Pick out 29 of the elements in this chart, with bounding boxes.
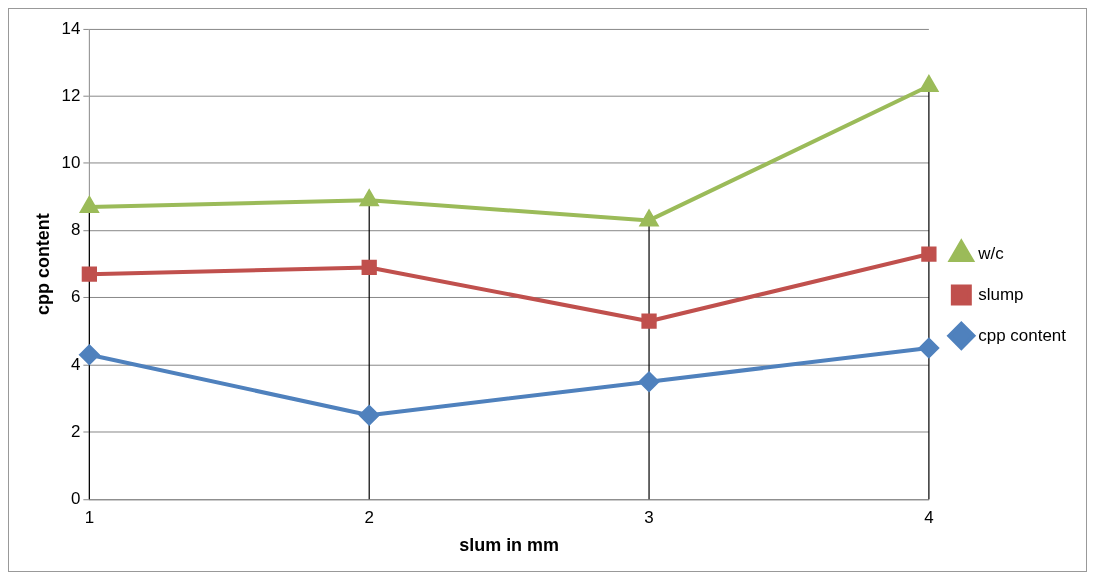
point bbox=[640, 210, 658, 227]
point bbox=[360, 190, 379, 207]
point bbox=[361, 259, 377, 276]
y-tick-label: 4 bbox=[70, 354, 81, 374]
point bbox=[641, 313, 657, 329]
point bbox=[81, 266, 98, 282]
y-tick-label: 0 bbox=[70, 488, 81, 508]
x-tick-label: 4 bbox=[924, 508, 934, 528]
point bbox=[79, 344, 100, 365]
y-tick-label: 10 bbox=[61, 152, 81, 172]
legend-label: slump bbox=[978, 284, 1024, 304]
y-tick-label: 2 bbox=[70, 421, 81, 441]
x-tick-label: 1 bbox=[84, 508, 95, 528]
point bbox=[918, 338, 939, 359]
x-tick-label: 3 bbox=[644, 508, 654, 528]
point bbox=[80, 197, 99, 213]
y-tick-label: 12 bbox=[61, 85, 81, 105]
x-tick-label: 2 bbox=[364, 508, 374, 528]
y-tick-label: 6 bbox=[70, 287, 81, 307]
legend-label: w/c bbox=[977, 243, 1005, 263]
point bbox=[921, 246, 937, 262]
x-axis-title: slum in mm bbox=[459, 535, 560, 556]
y-axis-title: cpp content bbox=[32, 213, 53, 315]
y-tick-label: 14 bbox=[61, 18, 81, 38]
legend-label: cpp content bbox=[978, 325, 1067, 345]
point bbox=[639, 371, 660, 392]
y-tick-label: 8 bbox=[70, 220, 81, 240]
point bbox=[359, 405, 380, 426]
point bbox=[919, 76, 938, 93]
